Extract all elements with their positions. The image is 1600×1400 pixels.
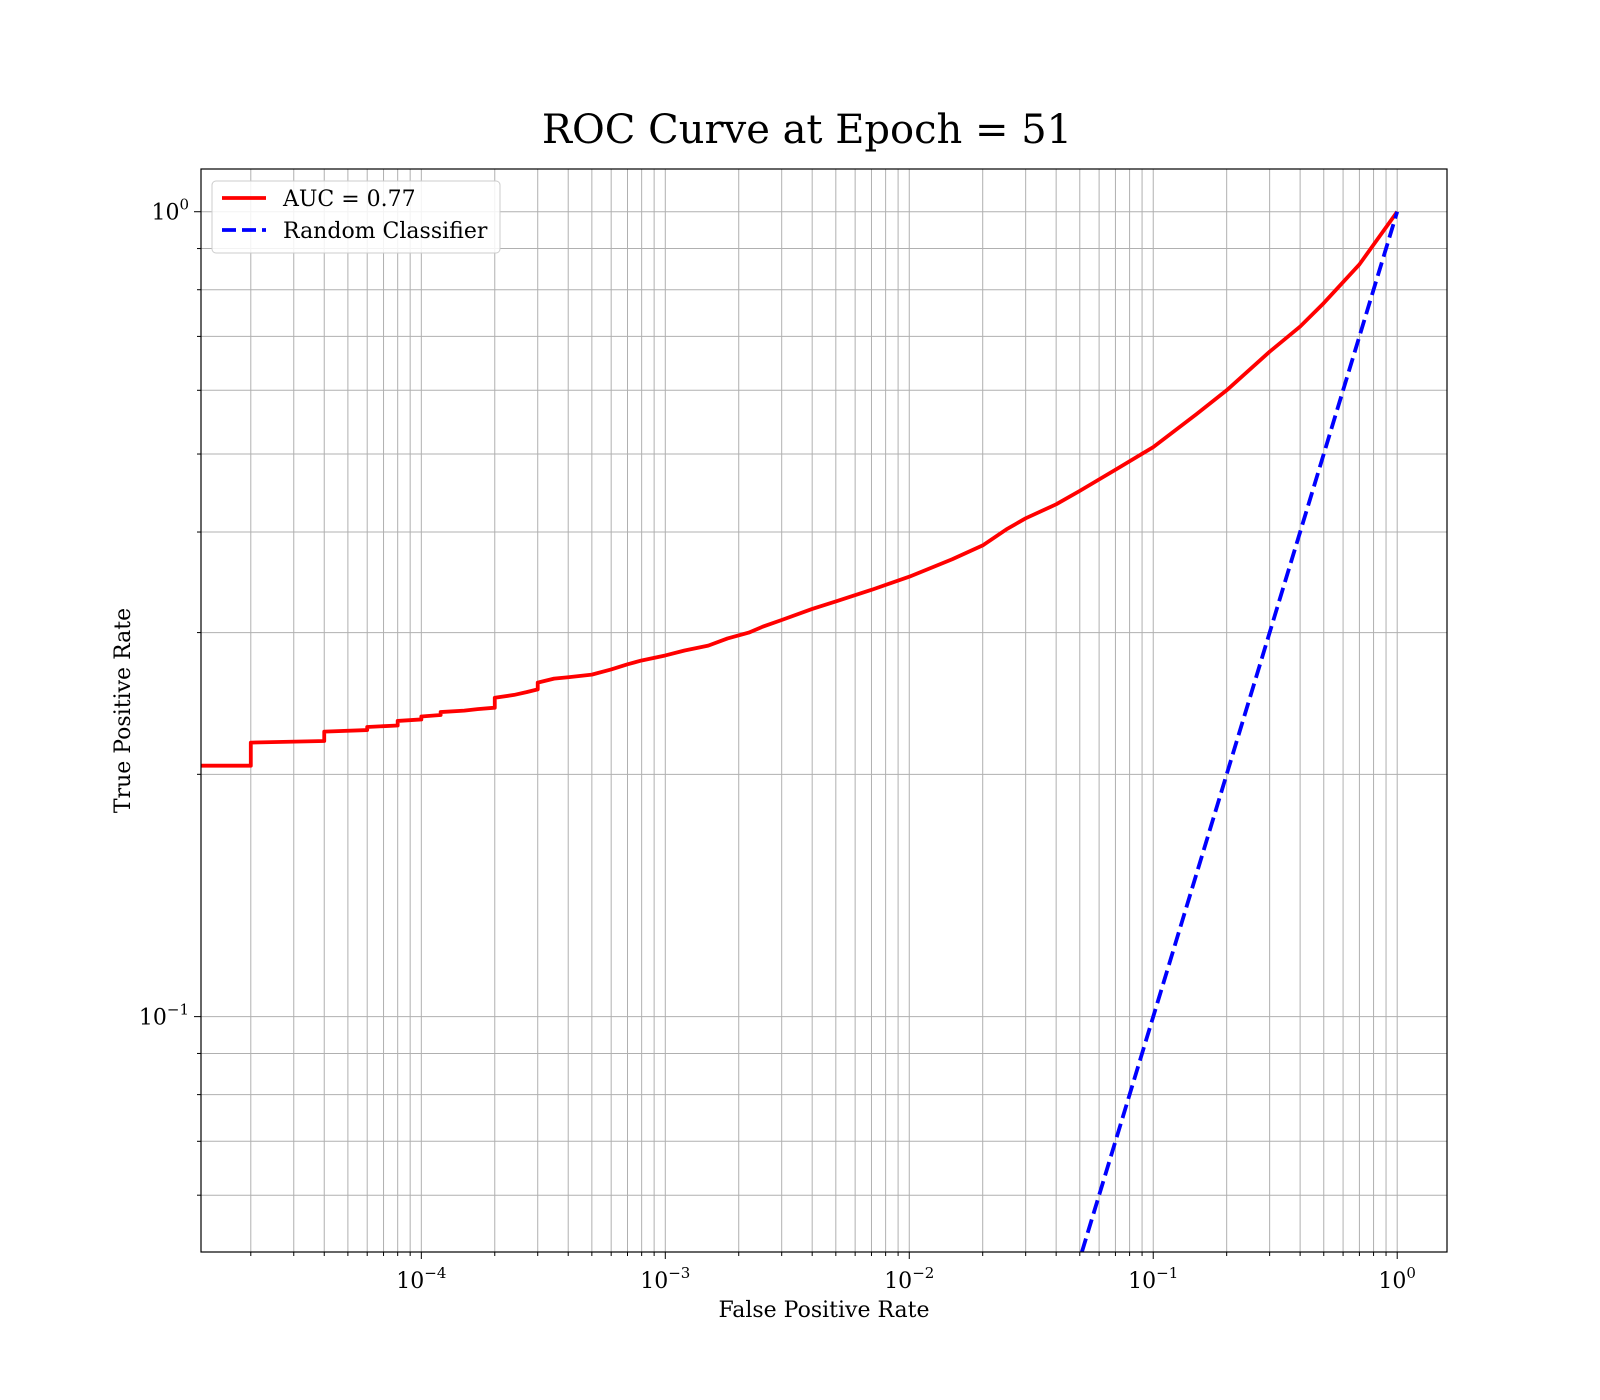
grid [201,169,1447,1252]
random-classifier-line [1080,211,1400,1252]
series-layer [201,210,1400,1252]
x-tick-label: 10−4 [396,1264,446,1294]
legend-label-random: Random Classifier [283,219,488,244]
x-tick-label: 10−3 [640,1264,690,1294]
legend-box [211,180,501,254]
chart-title: ROC Curve at Epoch = 51 [542,107,1072,153]
x-axis-label: False Positive Rate [718,1298,929,1323]
ticks: 10−4 10−3 10−2 10−1 100 10−1 100 [139,196,1416,1294]
x-tick-label: 100 [1378,1264,1416,1294]
y-tick-label: 100 [151,196,189,226]
legend-label-auc: AUC = 0.77 [282,187,416,212]
y-tick-label: 10−1 [139,1001,189,1031]
x-tick-label: 10−1 [1128,1264,1178,1294]
y-axis-label: True Positive Rate [111,608,136,813]
x-tick-label: 10−2 [884,1264,934,1294]
roc-curve-line [201,210,1399,768]
plot-frame [200,168,1448,1253]
legend: AUC = 0.77 Random Classifier [211,180,501,254]
